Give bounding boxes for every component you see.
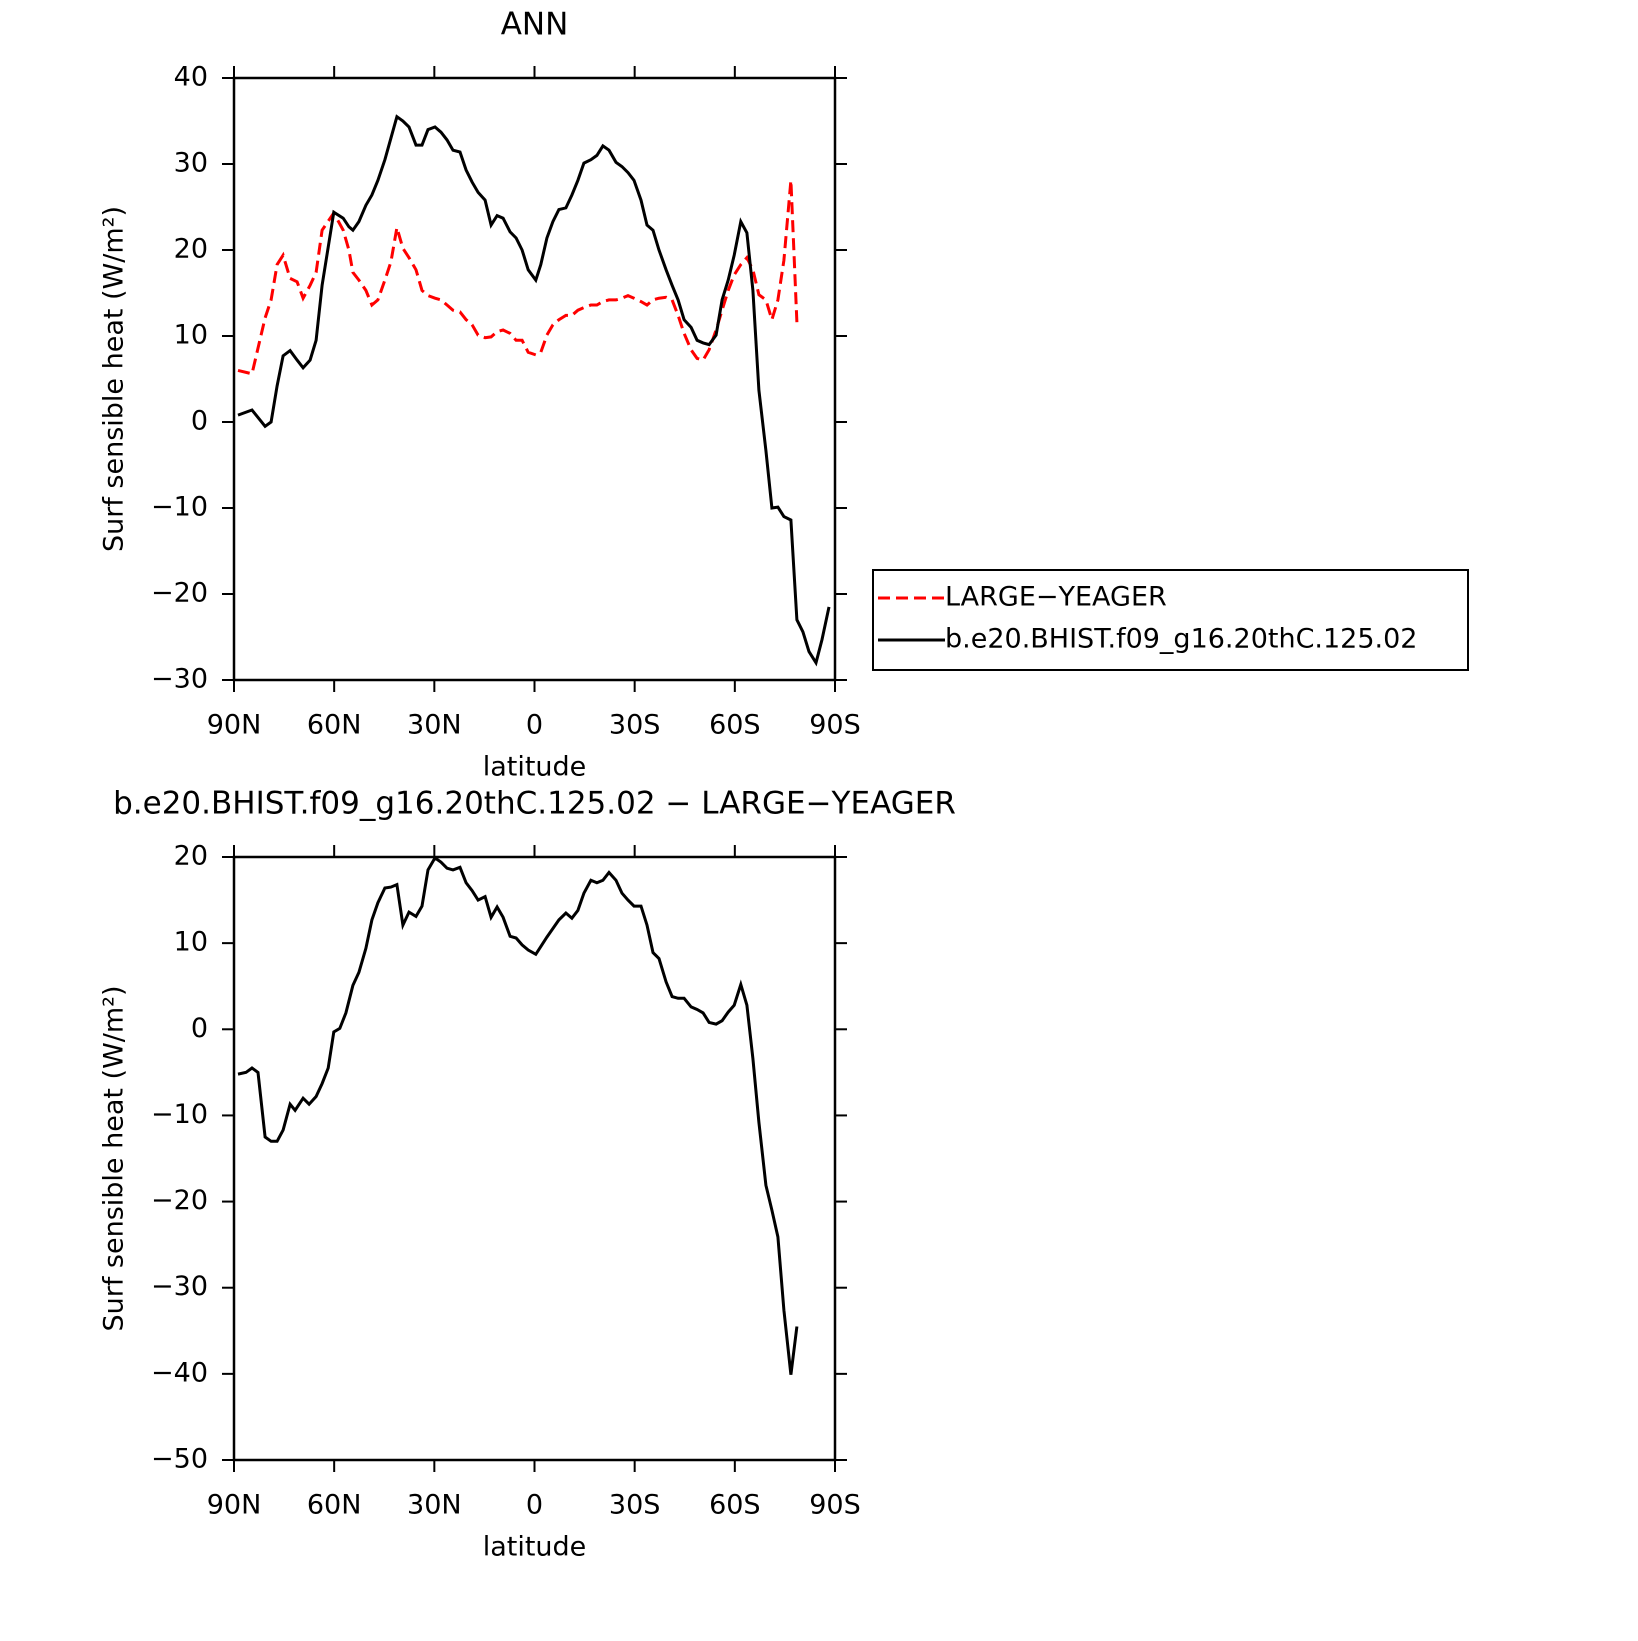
- x-tick-label: 30S: [609, 710, 661, 741]
- y-tick-label: −10: [151, 1099, 208, 1130]
- y-tick-label: 20: [174, 234, 208, 265]
- plot-frame: [232, 855, 837, 1462]
- y-tick-label: 40: [174, 62, 208, 93]
- x-tick-label: 0: [526, 710, 543, 741]
- x-tick-label: 60S: [709, 1490, 761, 1521]
- data-line: [237, 855, 799, 1375]
- y-tick-label: 0: [191, 406, 208, 437]
- x-tick-label: 60N: [307, 1490, 362, 1521]
- y-tick-label: 10: [174, 927, 208, 958]
- x-axis-label: latitude: [483, 752, 587, 783]
- x-tick-label: 30S: [609, 1490, 661, 1521]
- y-axis-label: Surf sensible heat (W/m²): [99, 985, 130, 1331]
- x-tick-label: 90S: [809, 710, 861, 741]
- plot-frame: [232, 76, 837, 682]
- y-tick-label: −30: [151, 664, 208, 695]
- x-tick-label: 60N: [307, 710, 362, 741]
- y-tick-label: −20: [151, 1185, 208, 1216]
- data-line: [237, 180, 799, 376]
- y-tick-label: −30: [151, 1271, 208, 1302]
- y-axis-label: Surf sensible heat (W/m²): [99, 206, 130, 552]
- x-tick-label: 90N: [207, 710, 262, 741]
- y-tick-label: 30: [174, 148, 208, 179]
- x-tick-label: 90S: [809, 1490, 861, 1521]
- y-tick-label: −10: [151, 492, 208, 523]
- legend-box: [872, 569, 1469, 671]
- chart-title: b.e20.BHIST.f09_g16.20thC.125.02 − LARGE…: [113, 786, 956, 822]
- x-tick-label: 90N: [207, 1490, 262, 1521]
- x-axis-label: latitude: [483, 1532, 587, 1563]
- y-tick-label: 0: [191, 1013, 208, 1044]
- chart-title: ANN: [501, 7, 569, 43]
- x-tick-label: 0: [526, 1490, 543, 1521]
- x-tick-label: 30N: [407, 1490, 462, 1521]
- legend-label: LARGE−YEAGER: [945, 582, 1167, 613]
- y-tick-label: −20: [151, 578, 208, 609]
- x-tick-label: 60S: [709, 710, 761, 741]
- data-line: [237, 114, 831, 667]
- y-tick-label: 10: [174, 320, 208, 351]
- y-tick-label: 20: [174, 841, 208, 872]
- y-tick-label: −40: [151, 1357, 208, 1388]
- legend-label: b.e20.BHIST.f09_g16.20thC.125.02: [945, 624, 1417, 655]
- y-tick-label: −50: [151, 1444, 208, 1475]
- x-tick-label: 30N: [407, 710, 462, 741]
